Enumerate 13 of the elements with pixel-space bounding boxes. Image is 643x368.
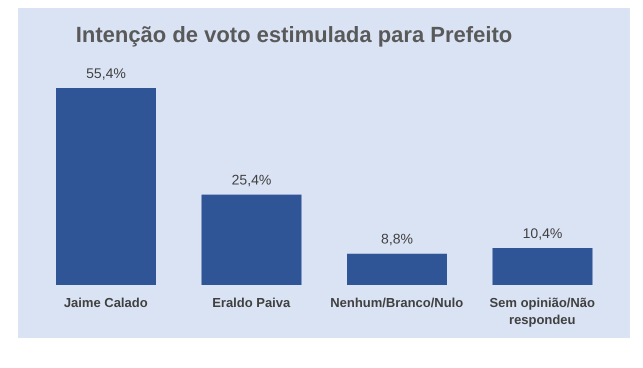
data-label: 55,4%	[86, 65, 126, 81]
chart-title: Intenção de voto estimulada para Prefeito	[74, 21, 514, 49]
data-label: 8,8%	[381, 230, 413, 247]
bar	[56, 88, 156, 285]
x-tick-label: Nenhum/Branco/Nulo	[330, 295, 464, 310]
x-tick-label: Jaime Calado	[64, 295, 148, 310]
x-tick-label: Sem opinião/Não respondeu	[490, 295, 596, 327]
x-tick-label: Eraldo Paiva	[212, 295, 292, 310]
bar	[202, 194, 302, 285]
bar	[492, 248, 592, 285]
data-label: 25,4%	[232, 172, 272, 188]
data-label: 10,4%	[522, 225, 562, 242]
bar	[347, 254, 447, 285]
